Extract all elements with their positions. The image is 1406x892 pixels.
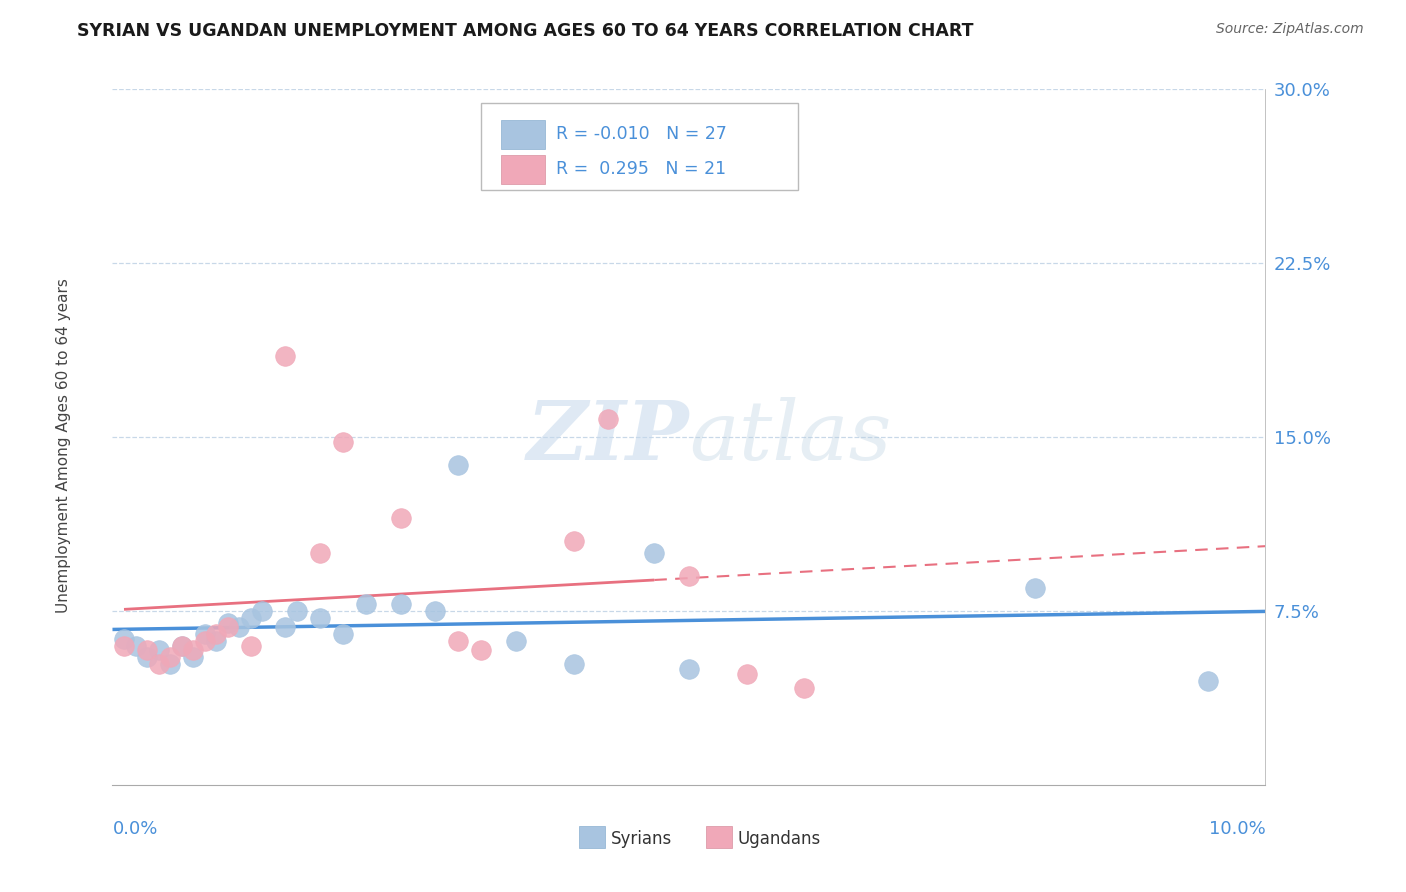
FancyBboxPatch shape xyxy=(481,103,799,190)
Point xyxy=(170,639,193,653)
Point xyxy=(274,620,297,634)
Point xyxy=(159,657,181,672)
Bar xyxy=(706,826,731,847)
Point xyxy=(252,604,274,618)
Point xyxy=(181,650,204,665)
Text: Ugandans: Ugandans xyxy=(737,830,821,848)
Point xyxy=(354,597,377,611)
Point xyxy=(239,611,262,625)
Point xyxy=(389,597,412,611)
FancyBboxPatch shape xyxy=(501,120,546,149)
Point xyxy=(598,411,620,425)
Point xyxy=(793,681,815,695)
Point xyxy=(194,627,217,641)
Point xyxy=(124,639,146,653)
Point xyxy=(389,511,412,525)
Point xyxy=(112,639,135,653)
Point xyxy=(217,620,239,634)
Text: R = -0.010   N = 27: R = -0.010 N = 27 xyxy=(557,126,727,144)
Point xyxy=(425,604,447,618)
Point xyxy=(562,657,585,672)
Point xyxy=(159,650,181,665)
Point xyxy=(170,639,193,653)
Point xyxy=(112,632,135,646)
Point xyxy=(205,627,228,641)
Point xyxy=(562,534,585,549)
Point xyxy=(274,349,297,363)
Point xyxy=(136,650,159,665)
Text: SYRIAN VS UGANDAN UNEMPLOYMENT AMONG AGES 60 TO 64 YEARS CORRELATION CHART: SYRIAN VS UGANDAN UNEMPLOYMENT AMONG AGE… xyxy=(77,22,974,40)
Point xyxy=(678,662,700,676)
Point xyxy=(470,643,492,657)
Point xyxy=(217,615,239,630)
Point xyxy=(332,627,354,641)
Point xyxy=(505,634,527,648)
Point xyxy=(447,458,470,472)
Text: Syrians: Syrians xyxy=(610,830,672,848)
FancyBboxPatch shape xyxy=(501,154,546,184)
Text: 0.0%: 0.0% xyxy=(112,820,157,838)
Text: ZIP: ZIP xyxy=(526,397,689,477)
Text: 10.0%: 10.0% xyxy=(1209,820,1265,838)
Point xyxy=(136,643,159,657)
Point xyxy=(309,611,332,625)
Bar xyxy=(579,826,605,847)
Point xyxy=(228,620,250,634)
Point xyxy=(181,643,204,657)
Point xyxy=(332,434,354,449)
Point xyxy=(447,634,470,648)
Text: atlas: atlas xyxy=(689,397,891,477)
Text: R =  0.295   N = 21: R = 0.295 N = 21 xyxy=(557,161,727,178)
Point xyxy=(148,643,170,657)
Point xyxy=(1024,581,1046,595)
Text: Source: ZipAtlas.com: Source: ZipAtlas.com xyxy=(1216,22,1364,37)
Point xyxy=(148,657,170,672)
Text: Unemployment Among Ages 60 to 64 years: Unemployment Among Ages 60 to 64 years xyxy=(56,278,70,614)
Point xyxy=(239,639,262,653)
Point xyxy=(678,569,700,583)
Point xyxy=(194,634,217,648)
Point xyxy=(309,546,332,560)
Point xyxy=(643,546,665,560)
Point xyxy=(205,634,228,648)
Point xyxy=(285,604,308,618)
Point xyxy=(735,666,758,681)
Point xyxy=(1197,673,1219,688)
